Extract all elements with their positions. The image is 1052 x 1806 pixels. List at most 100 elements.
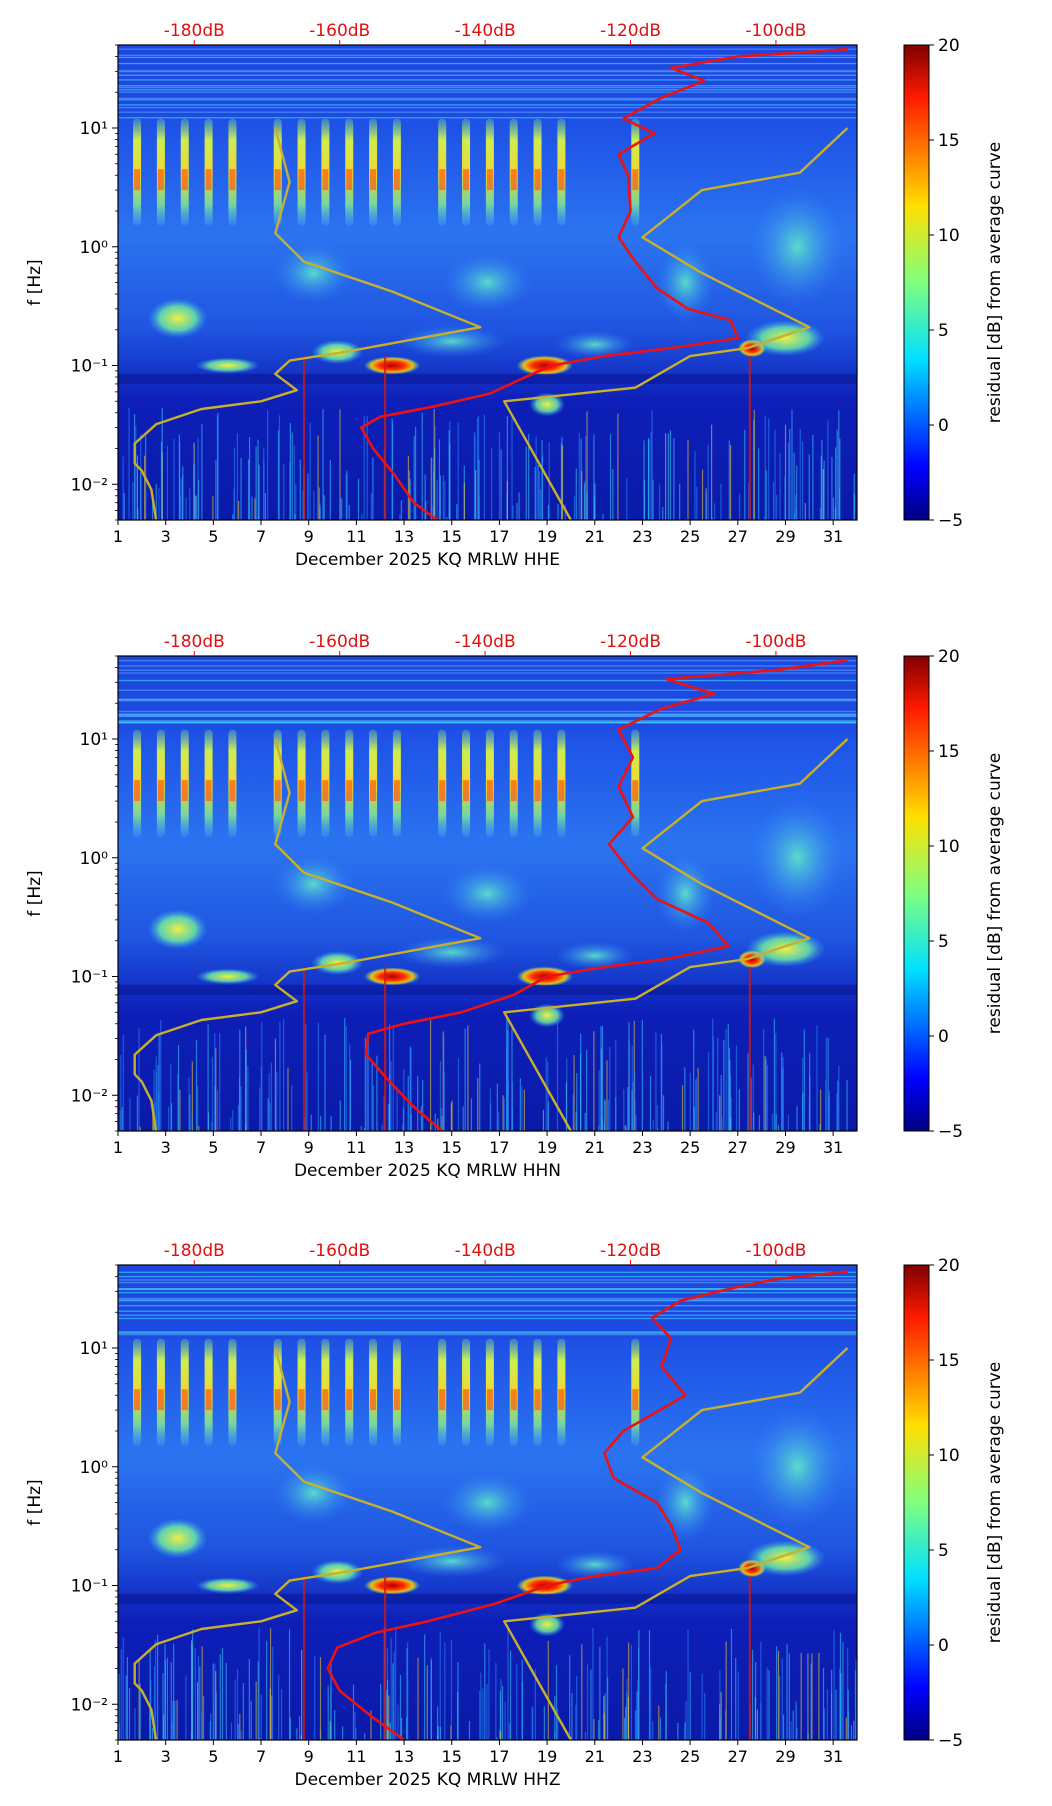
noise-spike bbox=[751, 1650, 754, 1740]
noise-spike bbox=[189, 488, 191, 520]
microseism-blob bbox=[147, 298, 208, 339]
noise-spike bbox=[725, 1641, 727, 1740]
noise-spike bbox=[232, 514, 234, 520]
noise-spike bbox=[628, 1642, 630, 1740]
noise-spike bbox=[707, 444, 709, 520]
noise-spike bbox=[630, 1644, 633, 1740]
noise-spike bbox=[796, 465, 798, 520]
noise-spike bbox=[500, 1731, 502, 1740]
noise-spike bbox=[417, 1076, 419, 1131]
noise-spike bbox=[802, 441, 804, 520]
noise-spike bbox=[718, 1703, 721, 1740]
x-tick-label: 11 bbox=[346, 1747, 366, 1766]
noise-spike bbox=[766, 1667, 768, 1740]
noise-spike bbox=[468, 1720, 471, 1740]
colorbar-gradient bbox=[903, 44, 930, 521]
noise-spike bbox=[679, 483, 681, 520]
noise-spike bbox=[439, 1060, 442, 1131]
noise-spike bbox=[354, 1711, 356, 1740]
noise-spike bbox=[693, 1029, 695, 1131]
noise-spike bbox=[521, 1659, 523, 1740]
noise-spike bbox=[463, 482, 465, 520]
noise-spike bbox=[832, 497, 835, 520]
hf-line bbox=[118, 1317, 857, 1320]
microseism-blob bbox=[442, 1472, 533, 1533]
noise-spike bbox=[604, 1693, 606, 1740]
hf-line bbox=[118, 1304, 857, 1307]
noise-spike bbox=[542, 1109, 545, 1131]
noise-spike bbox=[764, 1055, 766, 1131]
noise-spike bbox=[257, 439, 259, 520]
noise-spike bbox=[657, 1128, 659, 1131]
noise-spike bbox=[822, 469, 824, 520]
day-stripe-hot bbox=[439, 780, 446, 802]
hf-line bbox=[118, 79, 857, 81]
noise-spike bbox=[431, 1122, 433, 1131]
hf-line bbox=[118, 1333, 857, 1336]
noise-spike bbox=[669, 430, 672, 520]
noise-spike bbox=[128, 407, 130, 520]
noise-spike bbox=[839, 1668, 841, 1740]
hf-band bbox=[118, 656, 857, 730]
noise-spike bbox=[219, 1032, 221, 1131]
noise-spike bbox=[291, 432, 293, 520]
noise-spike bbox=[278, 415, 281, 520]
colorbar-tick-label: 0 bbox=[938, 1636, 949, 1656]
x-tick-label: 17 bbox=[489, 1747, 509, 1766]
x-axis-label: December 2025 KQ MRLW HHN bbox=[294, 1161, 561, 1181]
noise-spike bbox=[478, 459, 480, 520]
microseism-blob bbox=[195, 1577, 260, 1594]
noise-spike bbox=[748, 482, 750, 520]
noise-spike bbox=[473, 432, 476, 520]
noise-spike bbox=[305, 1023, 307, 1131]
noise-spike bbox=[387, 1679, 389, 1740]
noise-spike bbox=[434, 1113, 436, 1131]
hf-line bbox=[118, 54, 857, 57]
microseism-blob bbox=[364, 356, 421, 375]
noise-spike bbox=[689, 1073, 691, 1131]
x-tick-label: 7 bbox=[256, 527, 266, 546]
noise-spike bbox=[390, 1061, 392, 1131]
noise-spike bbox=[180, 478, 182, 520]
noise-spike bbox=[537, 464, 539, 520]
top-db-label: -180dB bbox=[164, 21, 225, 41]
noise-spike bbox=[635, 1710, 637, 1740]
noise-spike bbox=[442, 474, 444, 520]
colorbar-tick-label: −5 bbox=[938, 1731, 963, 1751]
noise-spike bbox=[652, 1721, 654, 1740]
noise-spike bbox=[594, 483, 596, 520]
noise-spike bbox=[555, 1665, 558, 1740]
noise-spike bbox=[768, 418, 770, 520]
noise-spike bbox=[491, 447, 493, 520]
noise-spike bbox=[211, 1056, 214, 1131]
noise-spike bbox=[188, 1077, 190, 1131]
noise-spike bbox=[656, 1105, 658, 1131]
noise-spike bbox=[194, 465, 196, 520]
event-line bbox=[748, 356, 751, 520]
noise-spike bbox=[139, 1126, 141, 1131]
noise-spike bbox=[120, 1649, 122, 1740]
noise-spike bbox=[436, 1734, 439, 1740]
colorbar-tick-label: 20 bbox=[938, 36, 960, 56]
noise-spike bbox=[834, 507, 837, 520]
noise-spike bbox=[318, 487, 320, 520]
noise-spike bbox=[835, 1689, 837, 1740]
hf-line bbox=[118, 56, 857, 59]
noise-spike bbox=[738, 493, 741, 520]
noise-spike bbox=[198, 1125, 200, 1131]
noise-spike bbox=[245, 1124, 247, 1131]
noise-spike bbox=[779, 452, 781, 520]
microseism-blob bbox=[745, 931, 826, 968]
microseism-blob bbox=[273, 854, 354, 915]
noise-spike bbox=[803, 1029, 805, 1131]
noise-spike bbox=[512, 505, 514, 520]
noise-spike bbox=[434, 425, 436, 520]
noise-spike bbox=[407, 1075, 409, 1131]
noise-spike bbox=[752, 1064, 754, 1131]
noise-spike bbox=[307, 473, 309, 520]
noise-spike bbox=[728, 440, 730, 520]
day-stripe-hot bbox=[558, 1389, 565, 1411]
noise-spike bbox=[764, 415, 766, 520]
noise-spike bbox=[810, 1663, 812, 1740]
